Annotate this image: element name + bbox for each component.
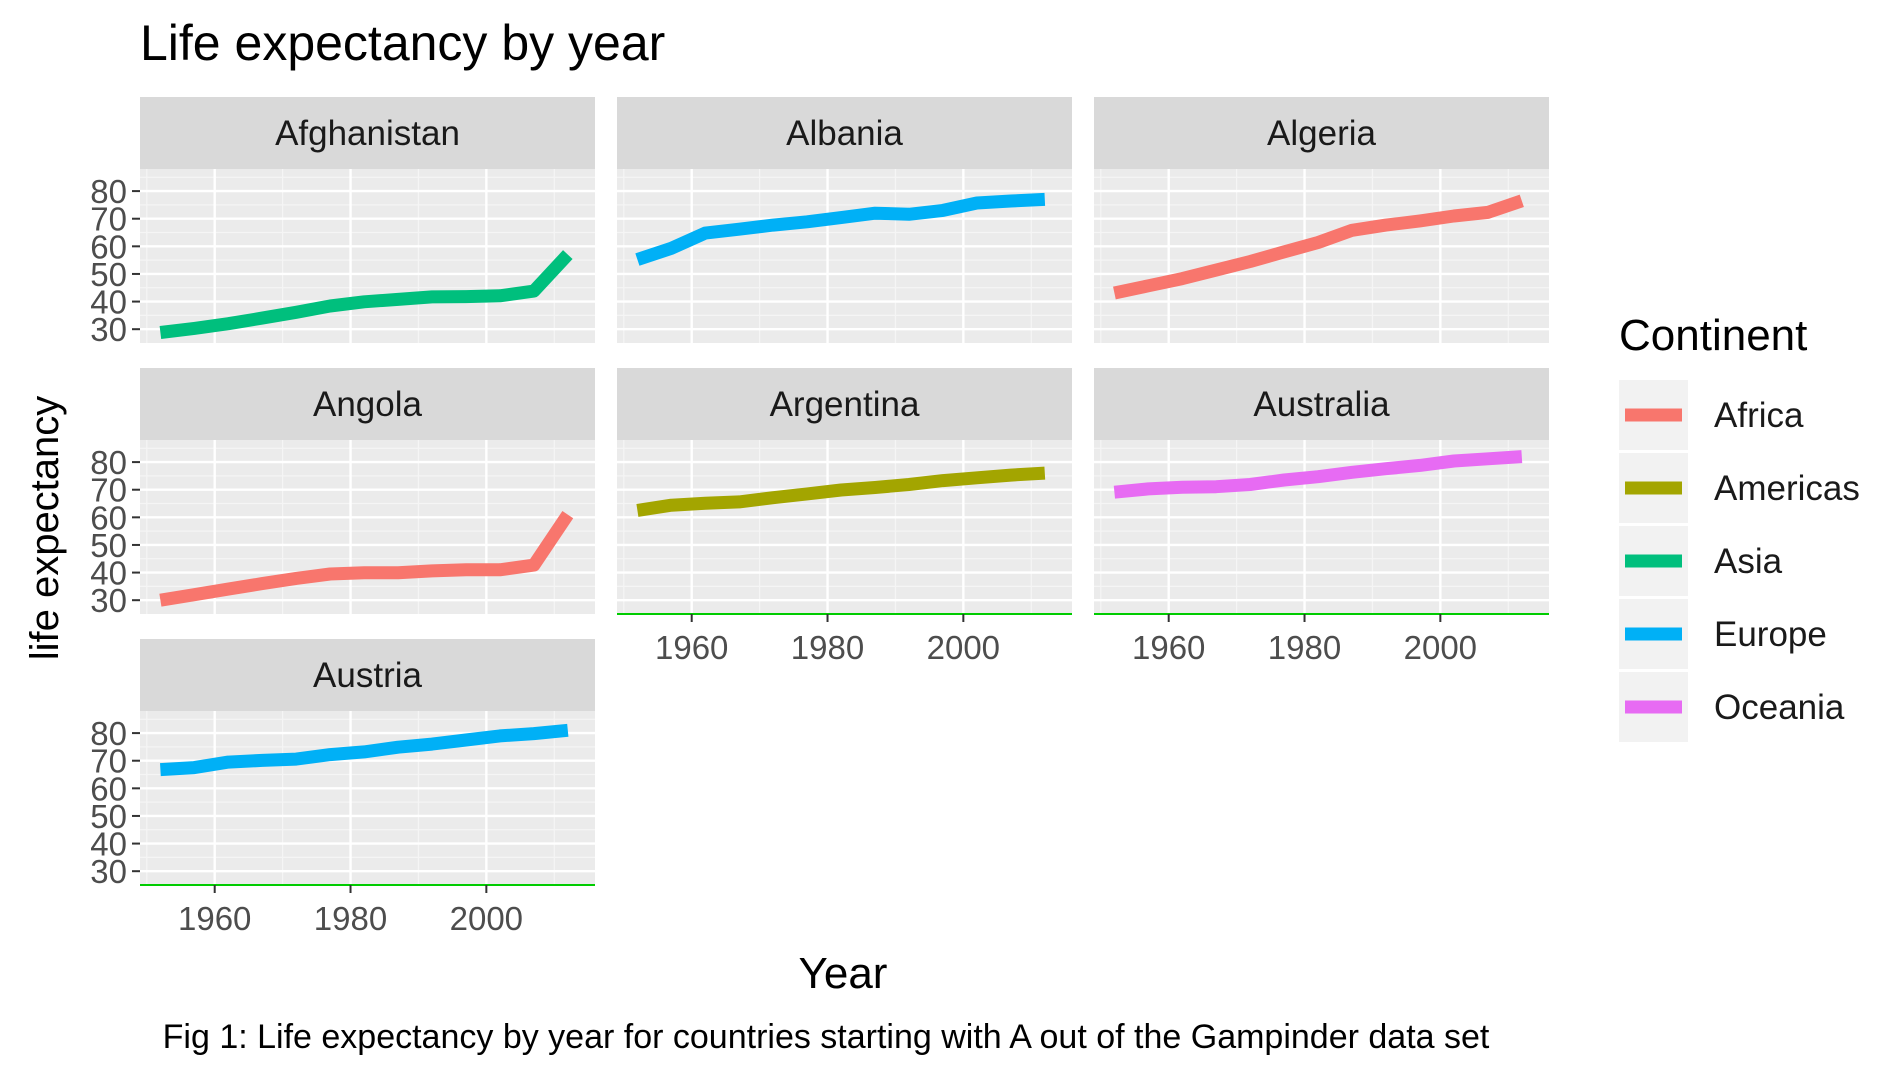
x-tick-label: 1960 — [655, 629, 728, 666]
y-tick-label: 40 — [90, 555, 127, 592]
x-tick-label: 2000 — [1404, 629, 1477, 666]
facet-strip — [1094, 368, 1549, 440]
y-tick-label: 40 — [90, 284, 127, 321]
facet-strip-label: Argentina — [770, 385, 920, 424]
x-tick-label: 1980 — [791, 629, 864, 666]
y-tick-label: 80 — [90, 444, 127, 481]
series-line-argentina — [636, 466, 1046, 517]
x-tick-label: 1980 — [314, 900, 387, 937]
legend-label: Asia — [1714, 542, 1783, 581]
legend-label: Africa — [1714, 396, 1804, 435]
facet-strip-label: Australia — [1253, 385, 1390, 424]
facet-strip — [617, 368, 1072, 440]
legend: Africa Americas Asia Europe Oceania — [1619, 380, 1860, 742]
facet-strip — [1094, 97, 1549, 169]
y-tick-label: 50 — [90, 256, 127, 293]
facet-panel: Albania — [617, 97, 1072, 343]
panel-background — [140, 169, 595, 343]
legend-item-asia: Asia — [1619, 526, 1783, 596]
y-tick-label: 70 — [90, 472, 127, 509]
panel-background — [1094, 440, 1549, 614]
series-line-angola — [159, 510, 574, 607]
facet-strip — [140, 368, 595, 440]
y-tick-label: 30 — [90, 582, 127, 619]
series-line-afghanistan — [159, 250, 573, 339]
y-tick-label: 30 — [90, 853, 127, 890]
figure-caption: Fig 1: Life expectancy by year for count… — [163, 1018, 1490, 1056]
legend-label: Europe — [1714, 615, 1827, 654]
chart-title: Life expectancy by year — [140, 15, 665, 71]
x-tick-label: 1960 — [178, 900, 251, 937]
legend-label: Americas — [1714, 469, 1860, 508]
x-tick-label: 2000 — [450, 900, 523, 937]
legend-item-oceania: Oceania — [1619, 672, 1845, 742]
series-line-algeria — [1113, 194, 1524, 300]
y-axis-label: life expectancy — [23, 396, 67, 661]
x-tick-label: 2000 — [927, 629, 1000, 666]
legend-title: Continent — [1619, 311, 1807, 360]
legend-item-europe: Europe — [1619, 599, 1827, 669]
panel-background — [617, 440, 1072, 614]
y-tick-label: 50 — [90, 798, 127, 835]
y-tick-label: 60 — [90, 770, 127, 807]
y-tick-label: 40 — [90, 826, 127, 863]
facet-strip-label: Angola — [313, 385, 423, 424]
x-axis-label: Year — [799, 949, 888, 998]
y-tick-label: 80 — [90, 715, 127, 752]
series-line-australia — [1113, 450, 1523, 499]
legend-item-americas: Americas — [1619, 453, 1860, 523]
legend-label: Oceania — [1714, 688, 1845, 727]
facet-strip — [140, 639, 595, 711]
facet-panel: Australia 1960 1980 2000 — [1094, 368, 1549, 666]
legend-item-africa: Africa — [1619, 380, 1804, 450]
y-tick-label: 60 — [90, 499, 127, 536]
facet-strip — [140, 97, 595, 169]
y-tick-label: 70 — [90, 743, 127, 780]
facet-strip-label: Afghanistan — [275, 114, 460, 153]
panel-background — [1094, 169, 1549, 343]
series-line-austria — [160, 723, 569, 777]
facet-strip-label: Austria — [313, 656, 422, 695]
series-line-albania — [635, 192, 1046, 266]
y-tick-label: 70 — [90, 201, 127, 238]
x-tick-label: 1960 — [1132, 629, 1205, 666]
facet-panel: Argentina 1960 1980 2000 — [617, 368, 1072, 666]
y-tick-label: 30 — [90, 311, 127, 348]
x-tick-label: 1980 — [1268, 629, 1341, 666]
y-tick-label: 50 — [90, 527, 127, 564]
facet-panel: Algeria — [1094, 97, 1549, 343]
facet-strip — [617, 97, 1072, 169]
facet-strip-label: Albania — [786, 114, 903, 153]
y-tick-label: 80 — [90, 173, 127, 210]
y-tick-label: 60 — [90, 228, 127, 265]
facet-strip-label: Algeria — [1267, 114, 1376, 153]
